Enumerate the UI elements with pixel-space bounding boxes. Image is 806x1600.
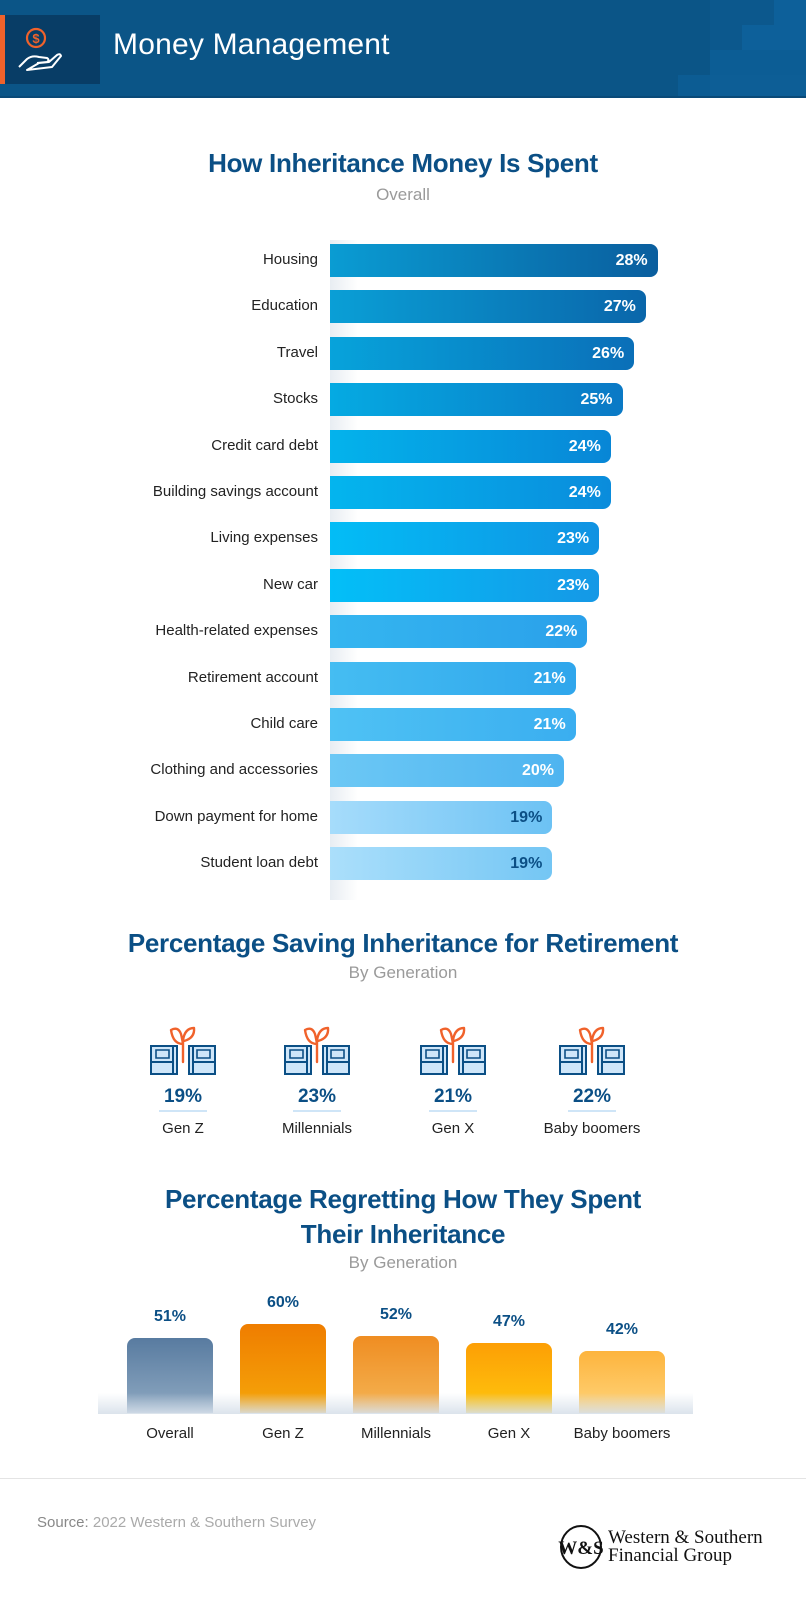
bar: 26% (330, 336, 635, 370)
bar: 19% (330, 847, 553, 881)
generation-item: 23% Millennials (252, 1010, 382, 1137)
chart1-subtitle: Overall (376, 185, 430, 204)
page-title: Money Management (113, 28, 390, 61)
money-sprout-icon (388, 1018, 518, 1082)
bar-value-label: 21% (533, 716, 566, 733)
bar-value-label: 23% (557, 530, 590, 548)
generation-item: 22% Baby boomers (527, 1014, 657, 1137)
bar-category-label: Gen Z (262, 1425, 304, 1442)
bar-value-label: 25% (580, 391, 613, 409)
value-underline (568, 1110, 616, 1112)
header-banner: $ Money Management (0, 0, 806, 98)
bar-label: Education (251, 297, 318, 315)
bar-value-label: 47% (492, 1313, 526, 1331)
bar-label: Building savings account (152, 483, 318, 500)
value-underline (159, 1110, 207, 1112)
bar-value-label: 28% (615, 252, 648, 269)
bar-value-label: 27% (603, 298, 636, 316)
generation-value: 19% (163, 1086, 203, 1107)
bar: 25% (330, 383, 623, 417)
bar: 22% (330, 615, 588, 649)
bar: 23% (330, 568, 600, 602)
logo-line2: Financial Group (608, 1545, 733, 1566)
value-underline (429, 1110, 477, 1112)
bar-value-label: 20% (521, 762, 554, 780)
chart3-title-line1: Percentage Regretting How They Spent (164, 1184, 642, 1214)
bar: 19% (330, 800, 553, 834)
bar-label: Travel (276, 343, 318, 361)
bar-value-label: 21% (533, 669, 566, 687)
svg-text:$: $ (32, 31, 40, 46)
bar: 24% (330, 476, 611, 509)
source-label: Source: (37, 1514, 89, 1531)
bar: 20% (330, 754, 564, 788)
bar-value-label: 26% (592, 344, 625, 362)
money-sprout-icon (118, 1018, 248, 1082)
money-sprout-icon (252, 1010, 382, 1082)
bar: 28% (330, 244, 658, 277)
generation-item: 19% Gen Z (118, 1018, 248, 1137)
bar-value-label: 24% (568, 484, 601, 501)
bar-label: New car (262, 575, 318, 593)
bar-label: Living expenses (210, 529, 318, 547)
bar-label: Stocks (272, 390, 318, 408)
bar-value-label: 42% (605, 1320, 639, 1338)
bar-value-label: 24% (568, 437, 601, 455)
chart3-subtitle: By Generation (348, 1253, 458, 1272)
generation-value: 22% (572, 1086, 612, 1107)
generation-value: 23% (297, 1086, 337, 1107)
logo-line1: Western & Southern (608, 1527, 763, 1548)
generation-value: 21% (433, 1086, 473, 1107)
chart2-subtitle: By Generation (348, 963, 458, 982)
generation-item: 21% Gen X (388, 1018, 518, 1137)
bar: 27% (330, 290, 646, 324)
chart3-title-line2: Their Inheritance (300, 1219, 506, 1249)
bar-value-label: 51% (153, 1307, 187, 1325)
bar: 23% (330, 522, 600, 556)
bar: 21% (330, 708, 576, 741)
bar-label: Student loan debt (200, 854, 318, 872)
bar-category-label: Gen X (487, 1425, 531, 1442)
ws-monogram-icon: W&S (558, 1525, 604, 1569)
generation-label: Gen X (431, 1120, 475, 1137)
footer-divider (0, 1478, 806, 1479)
source-text: 2022 Western & Southern Survey (92, 1514, 317, 1531)
bar-category-label: Overall (146, 1425, 194, 1442)
bar-label: Health-related expenses (155, 622, 318, 640)
generation-label: Millennials (281, 1120, 353, 1137)
value-underline (293, 1110, 341, 1112)
source-note: Source: 2022 Western & Southern Survey (37, 1514, 316, 1531)
bar-label: Down payment for home (154, 807, 318, 825)
bar-category-label: Millennials (360, 1425, 432, 1442)
bar-label: Housing (262, 251, 318, 268)
bar-label: Retirement account (187, 668, 318, 686)
chart2-title: Percentage Saving Inheritance for Retire… (127, 928, 679, 958)
generation-label: Gen Z (162, 1120, 204, 1137)
company-logo: W&S Western & Southern Financial Group (558, 1524, 763, 1570)
hand-holding-dollar-icon: $ (0, 15, 100, 84)
svg-text:W&S: W&S (558, 1538, 603, 1559)
bar-label: Credit card debt (211, 436, 318, 454)
bar-value-label: 19% (510, 808, 543, 826)
chart1-title: How Inheritance Money Is Spent (208, 148, 598, 178)
bar-label: Clothing and accessories (150, 761, 318, 779)
bar-value-label: 19% (510, 855, 543, 873)
money-sprout-icon (527, 1014, 657, 1082)
bar-value-label: 22% (545, 623, 578, 641)
bar: 24% (330, 429, 611, 463)
bar-value-label: 23% (557, 576, 590, 594)
chart3-baseline-shade (98, 1393, 693, 1414)
bar-category-label: Baby boomers (573, 1425, 671, 1442)
bar-value-label: 60% (266, 1294, 300, 1312)
bar-value-label: 52% (379, 1306, 413, 1324)
bar-label: Child care (250, 715, 318, 732)
generation-label: Baby boomers (543, 1120, 641, 1137)
bar: 21% (330, 661, 576, 695)
